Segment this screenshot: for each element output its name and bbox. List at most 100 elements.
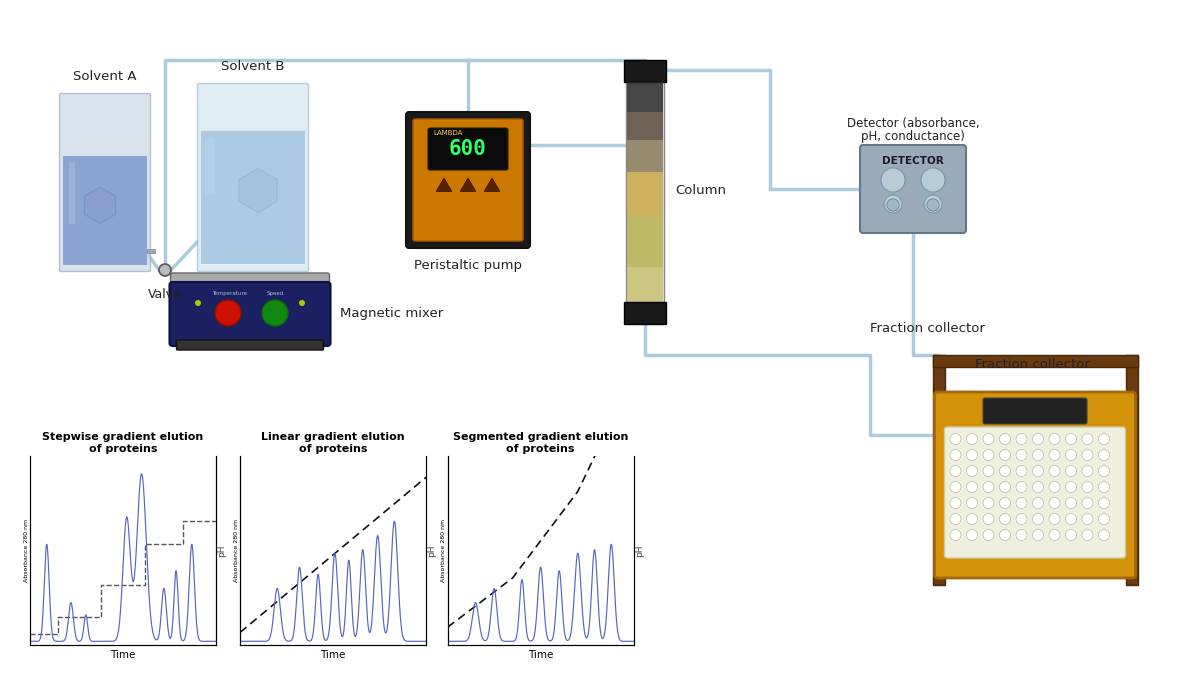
Circle shape bbox=[158, 264, 172, 276]
Circle shape bbox=[1049, 466, 1060, 477]
X-axis label: Time: Time bbox=[528, 650, 553, 661]
Bar bbox=[628, 267, 662, 302]
Y-axis label: Absorbance 280 nm: Absorbance 280 nm bbox=[234, 519, 239, 582]
Circle shape bbox=[1049, 497, 1060, 508]
Circle shape bbox=[1032, 514, 1044, 525]
Circle shape bbox=[1032, 497, 1044, 508]
Bar bbox=[628, 140, 662, 172]
Circle shape bbox=[215, 300, 241, 326]
Circle shape bbox=[1082, 482, 1093, 493]
Circle shape bbox=[1066, 497, 1076, 508]
FancyBboxPatch shape bbox=[860, 145, 966, 233]
Text: Column: Column bbox=[674, 183, 726, 196]
Title: Stepwise gradient elution
of proteins: Stepwise gradient elution of proteins bbox=[42, 432, 204, 454]
Circle shape bbox=[887, 199, 899, 211]
Circle shape bbox=[1016, 434, 1027, 445]
Circle shape bbox=[950, 497, 961, 508]
Circle shape bbox=[1066, 434, 1076, 445]
Circle shape bbox=[1049, 434, 1060, 445]
Circle shape bbox=[966, 466, 978, 477]
Circle shape bbox=[966, 449, 978, 460]
Circle shape bbox=[884, 195, 902, 213]
Circle shape bbox=[1016, 449, 1027, 460]
Circle shape bbox=[1066, 449, 1076, 460]
Circle shape bbox=[1098, 482, 1110, 493]
Circle shape bbox=[1000, 482, 1010, 493]
FancyBboxPatch shape bbox=[170, 273, 330, 289]
Circle shape bbox=[966, 530, 978, 541]
Circle shape bbox=[950, 434, 961, 445]
X-axis label: Time: Time bbox=[110, 650, 136, 661]
X-axis label: Time: Time bbox=[320, 650, 346, 661]
Circle shape bbox=[1082, 466, 1093, 477]
Text: Fraction collector: Fraction collector bbox=[870, 322, 985, 335]
Circle shape bbox=[928, 199, 940, 211]
Y-axis label: pH: pH bbox=[217, 544, 227, 557]
Circle shape bbox=[922, 168, 946, 192]
Circle shape bbox=[194, 300, 202, 306]
Circle shape bbox=[950, 466, 961, 477]
Text: Temperature: Temperature bbox=[212, 290, 247, 296]
Circle shape bbox=[1016, 497, 1027, 508]
FancyBboxPatch shape bbox=[983, 398, 1087, 424]
Circle shape bbox=[1098, 497, 1110, 508]
Circle shape bbox=[1082, 497, 1093, 508]
Circle shape bbox=[950, 530, 961, 541]
Circle shape bbox=[924, 195, 942, 213]
FancyBboxPatch shape bbox=[198, 84, 308, 272]
Circle shape bbox=[983, 530, 994, 541]
Circle shape bbox=[983, 497, 994, 508]
Circle shape bbox=[1098, 514, 1110, 525]
Circle shape bbox=[1000, 466, 1010, 477]
Circle shape bbox=[983, 449, 994, 460]
Circle shape bbox=[983, 434, 994, 445]
Circle shape bbox=[1000, 514, 1010, 525]
Text: 600: 600 bbox=[449, 139, 487, 159]
Bar bbox=[628, 112, 662, 140]
Circle shape bbox=[966, 497, 978, 508]
Circle shape bbox=[1032, 482, 1044, 493]
FancyBboxPatch shape bbox=[60, 93, 150, 272]
Circle shape bbox=[1098, 434, 1110, 445]
FancyBboxPatch shape bbox=[406, 112, 530, 248]
Bar bbox=[628, 217, 662, 267]
Circle shape bbox=[1082, 449, 1093, 460]
FancyBboxPatch shape bbox=[176, 340, 324, 350]
Text: Fraction collector: Fraction collector bbox=[974, 359, 1090, 372]
Circle shape bbox=[1000, 434, 1010, 445]
Text: LAMBDA: LAMBDA bbox=[433, 130, 462, 136]
Circle shape bbox=[950, 514, 961, 525]
Circle shape bbox=[1049, 482, 1060, 493]
Circle shape bbox=[983, 514, 994, 525]
Circle shape bbox=[1066, 482, 1076, 493]
Circle shape bbox=[1000, 449, 1010, 460]
Y-axis label: Absorbance 280 nm: Absorbance 280 nm bbox=[24, 519, 29, 582]
Circle shape bbox=[1098, 530, 1110, 541]
Circle shape bbox=[1032, 530, 1044, 541]
Circle shape bbox=[299, 300, 305, 306]
Title: Linear gradient elution
of proteins: Linear gradient elution of proteins bbox=[262, 432, 404, 454]
Circle shape bbox=[928, 199, 940, 211]
Bar bbox=[202, 131, 305, 264]
Circle shape bbox=[1016, 514, 1027, 525]
Circle shape bbox=[966, 514, 978, 525]
Text: Solvent B: Solvent B bbox=[221, 60, 284, 73]
Bar bbox=[624, 60, 666, 82]
Circle shape bbox=[966, 482, 978, 493]
Circle shape bbox=[1049, 530, 1060, 541]
Y-axis label: Absorbance 280 nm: Absorbance 280 nm bbox=[442, 519, 446, 582]
Circle shape bbox=[881, 168, 905, 192]
FancyBboxPatch shape bbox=[169, 282, 330, 346]
Circle shape bbox=[983, 482, 994, 493]
FancyBboxPatch shape bbox=[944, 427, 1126, 558]
Title: Segmented gradient elution
of proteins: Segmented gradient elution of proteins bbox=[452, 432, 629, 454]
Y-axis label: pH: pH bbox=[635, 544, 644, 557]
Circle shape bbox=[1049, 449, 1060, 460]
FancyBboxPatch shape bbox=[413, 119, 523, 241]
Y-axis label: pH: pH bbox=[427, 544, 437, 557]
FancyBboxPatch shape bbox=[428, 128, 508, 170]
Bar bbox=[70, 163, 74, 224]
Bar bbox=[626, 82, 664, 302]
Bar bbox=[205, 139, 215, 195]
Text: Detector (absorbance,: Detector (absorbance, bbox=[847, 117, 979, 130]
